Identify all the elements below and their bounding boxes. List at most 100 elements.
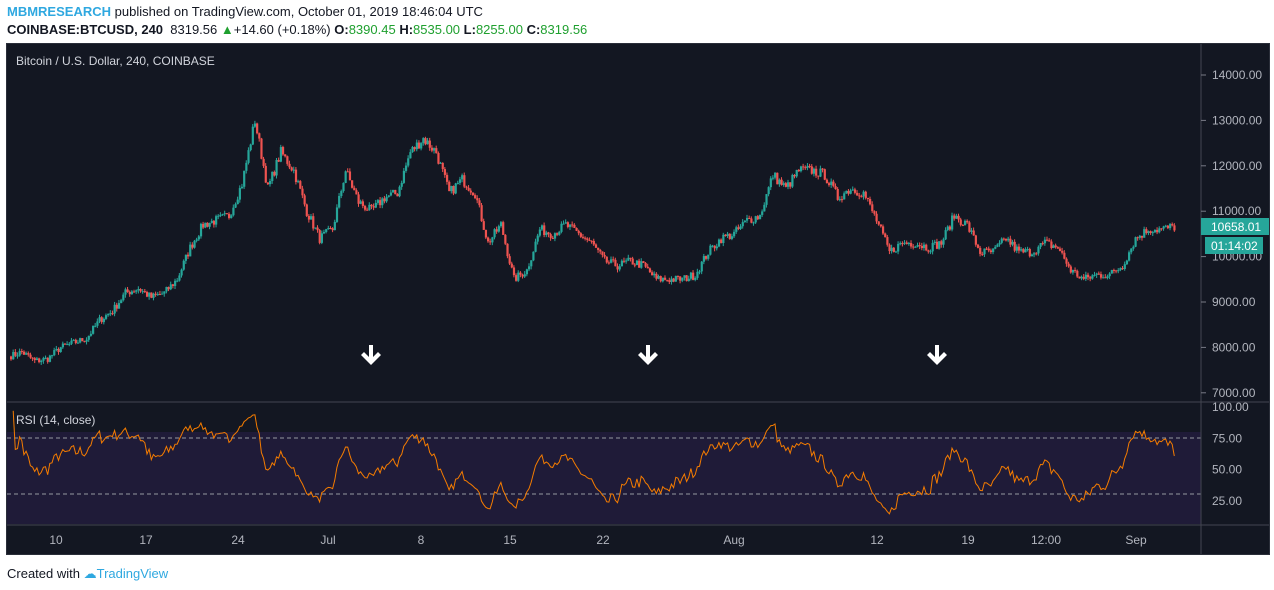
candle-body: [206, 222, 209, 227]
candle-body: [797, 169, 800, 172]
candle-body: [379, 200, 382, 206]
candle-body: [158, 294, 162, 296]
candle-body: [458, 179, 462, 183]
candle-body: [622, 260, 626, 262]
candle-body: [733, 231, 736, 237]
candle-body: [327, 228, 330, 230]
candle-body: [951, 215, 954, 230]
candle-body: [232, 207, 235, 216]
candle-body: [948, 226, 952, 230]
candle-body: [167, 286, 170, 290]
time-tick-label: Jul: [320, 533, 335, 547]
price-tick-label: 13000.00: [1212, 113, 1262, 127]
author-link[interactable]: MBMRESEARCH: [7, 4, 111, 19]
candle-body: [495, 229, 498, 232]
candle-body: [1153, 229, 1157, 233]
candle-body: [497, 226, 500, 232]
price-tick-label: 14000.00: [1212, 68, 1262, 82]
candle-body: [288, 163, 291, 168]
candle-body: [707, 254, 710, 259]
candle-body: [1093, 274, 1096, 276]
candle-body: [741, 222, 744, 227]
candle-body: [1091, 275, 1094, 279]
candle-body: [1108, 273, 1111, 277]
candle-body: [769, 178, 772, 188]
candle-body: [1136, 237, 1139, 239]
candle-body: [985, 248, 988, 250]
candle-body: [199, 223, 203, 237]
candle-body: [1156, 229, 1159, 233]
candle-body: [1071, 269, 1075, 273]
candle-body: [303, 195, 306, 205]
candle-body: [148, 292, 151, 297]
candle-body: [292, 169, 295, 171]
candle-body: [890, 247, 893, 252]
rsi-tick-label: 100.00: [1212, 400, 1249, 414]
candle-body: [1026, 249, 1029, 251]
chart-title: Bitcoin / U.S. Dollar, 240, COINBASE: [16, 54, 215, 68]
candle-body: [163, 291, 166, 294]
candle-body: [715, 246, 718, 249]
candle-body: [789, 182, 792, 187]
candle-body: [204, 222, 207, 228]
candle-body: [502, 222, 505, 235]
chart-svg[interactable]: Bitcoin / U.S. Dollar, 240, COINBASE RSI…: [7, 44, 1269, 554]
candle-body: [491, 237, 494, 243]
candle-body: [314, 227, 317, 229]
candle-body: [100, 317, 103, 323]
candle-body: [1033, 253, 1036, 255]
candle-body: [515, 275, 518, 281]
candle-body: [1125, 260, 1129, 265]
candle-body: [1048, 240, 1051, 242]
candle-body: [838, 199, 841, 201]
candle-body: [16, 355, 19, 357]
candle-body: [482, 221, 485, 230]
candle-body: [1132, 246, 1135, 249]
chart-area[interactable]: Bitcoin / U.S. Dollar, 240, COINBASE RSI…: [6, 43, 1270, 555]
candle-body: [631, 258, 634, 265]
candle-body: [739, 226, 742, 229]
candle-body: [87, 335, 90, 340]
candle-body: [169, 284, 172, 290]
candle-body: [1035, 253, 1038, 255]
candle-body: [130, 291, 134, 295]
footer: Created with ☁TradingView: [7, 566, 168, 582]
candle-body: [804, 167, 807, 169]
candle-body: [698, 271, 701, 273]
candle-body: [85, 339, 88, 342]
candle-body: [907, 243, 911, 245]
candle-body: [493, 229, 496, 238]
tradingview-link[interactable]: TradingView: [96, 566, 169, 581]
candle-body: [862, 191, 865, 197]
candle-body: [709, 245, 712, 255]
candle-body: [396, 193, 399, 197]
candle-body: [348, 171, 352, 181]
candle-body: [1052, 245, 1055, 248]
candle-body: [1061, 250, 1064, 253]
h-label: H:: [399, 22, 414, 37]
candle-body: [875, 213, 878, 222]
candle-body: [452, 186, 455, 194]
candle-body: [223, 213, 226, 215]
candle-body: [238, 188, 241, 200]
down-arrow-icon: [638, 345, 658, 365]
candle-body: [754, 216, 757, 223]
candle-body: [1171, 224, 1174, 226]
candle-body: [756, 216, 759, 220]
candle-body: [471, 192, 475, 196]
candle-body: [1069, 266, 1072, 273]
countdown-label: 01:14:02: [1211, 239, 1258, 253]
candle-body: [780, 179, 783, 185]
candle-body: [171, 284, 175, 286]
candle-body: [815, 168, 818, 176]
candle-body: [243, 170, 246, 187]
candle-body: [935, 241, 939, 249]
candle-body: [1138, 235, 1142, 238]
candle-body: [905, 242, 908, 245]
time-tick-label: 22: [596, 533, 610, 547]
candle-body: [279, 147, 282, 162]
candle-body: [603, 254, 606, 257]
candle-body: [1007, 238, 1010, 241]
candle-body: [966, 220, 969, 223]
candle-body: [387, 195, 390, 197]
